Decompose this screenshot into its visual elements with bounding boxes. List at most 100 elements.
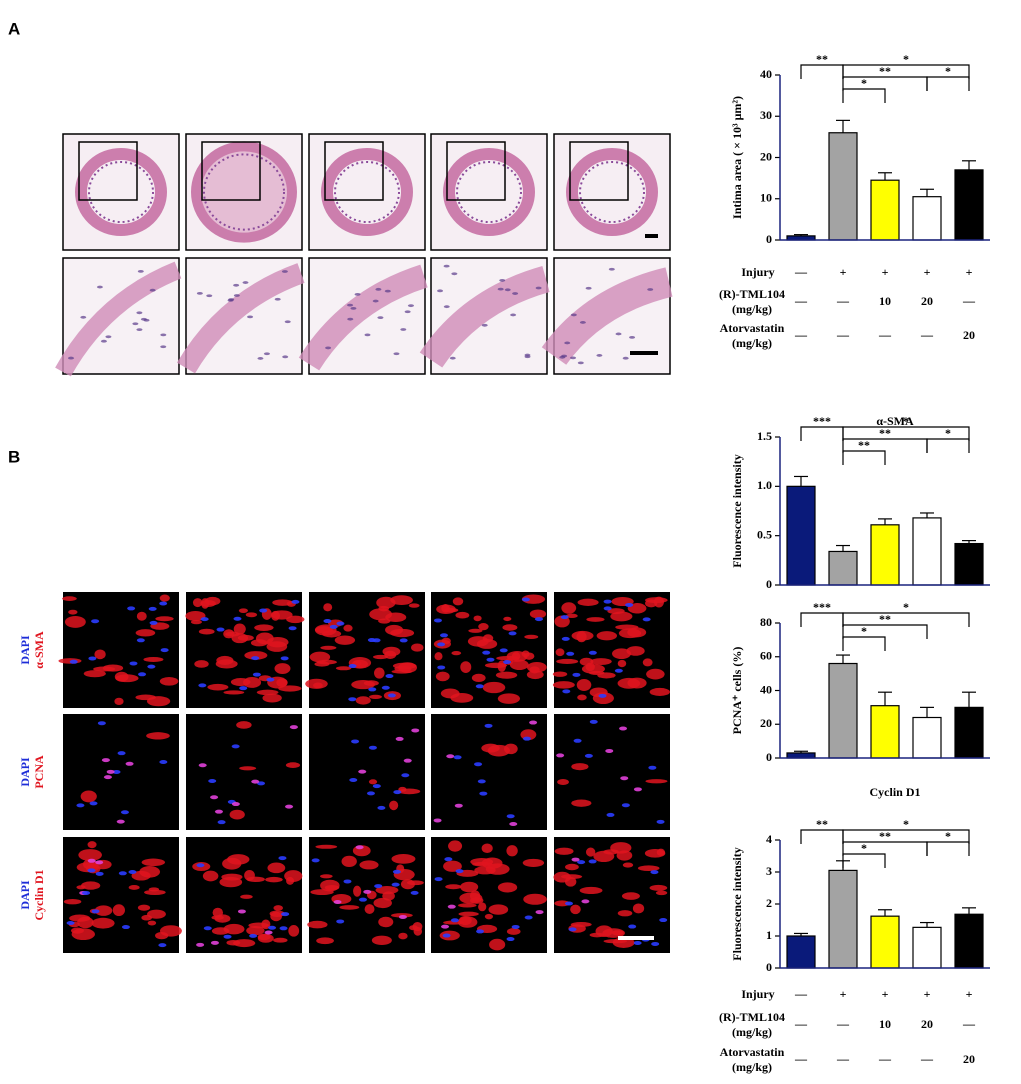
- significance-label: **: [816, 52, 828, 66]
- significance-bracket: [926, 841, 970, 856]
- treatment-label: (R)-TML104: [719, 287, 785, 301]
- nucleus: [391, 882, 400, 887]
- zoom-box: [78, 141, 138, 201]
- red-signal: [245, 612, 258, 618]
- nucleus: [377, 805, 386, 810]
- vessel-wall-inner: [456, 161, 522, 223]
- nucleus: [615, 332, 622, 336]
- bar: [870, 524, 900, 586]
- nucleus: [358, 769, 367, 774]
- nucleus: [242, 281, 249, 284]
- significance-label: **: [858, 438, 870, 452]
- red-signal: [398, 932, 408, 940]
- nucleus: [97, 721, 106, 726]
- treatment-label: (mg/kg): [732, 336, 772, 350]
- red-signal: [378, 916, 394, 928]
- nucleus: [474, 762, 483, 767]
- y-axis-label: Fluorescence intensity: [730, 454, 744, 567]
- red-signal: [262, 693, 282, 703]
- red-signal: [627, 677, 647, 689]
- row-label-stain: PCNA: [32, 755, 46, 789]
- y-tick-label: 20: [760, 149, 772, 163]
- nucleus: [350, 306, 357, 310]
- red-signal: [484, 913, 493, 920]
- treatment-cell: —: [794, 265, 808, 279]
- y-tick-label: 3: [766, 864, 772, 878]
- treatment-cell: —: [794, 1017, 808, 1031]
- red-signal: [458, 911, 479, 917]
- significance-label: **: [816, 817, 828, 831]
- significance-bracket: [926, 438, 970, 453]
- red-signal: [248, 922, 269, 929]
- nucleus: [239, 686, 248, 691]
- nucleus: [565, 901, 574, 906]
- nucleus: [132, 322, 139, 326]
- nucleus: [619, 726, 628, 731]
- nucleus: [475, 684, 484, 689]
- treatment-cell: —: [878, 1052, 892, 1066]
- red-signal: [159, 594, 170, 602]
- nucleus: [112, 769, 121, 774]
- red-signal: [144, 889, 166, 896]
- red-signal: [645, 779, 668, 784]
- nucleus: [556, 753, 565, 758]
- nucleus: [136, 638, 145, 643]
- treatment-cell: —: [878, 328, 892, 342]
- nucleus: [387, 693, 396, 698]
- significance-bracket: [842, 426, 970, 441]
- nucleus: [510, 313, 517, 317]
- nucleus: [233, 294, 240, 297]
- red-signal: [371, 935, 392, 946]
- red-signal: [240, 894, 253, 899]
- red-signal: [571, 630, 594, 641]
- red-signal: [596, 631, 618, 641]
- red-signal: [390, 595, 413, 606]
- nucleus: [560, 615, 569, 620]
- red-signal: [593, 850, 615, 863]
- treatment-label: (mg/kg): [732, 302, 772, 316]
- nucleus: [573, 738, 582, 743]
- bar: [954, 706, 984, 759]
- nucleus: [633, 787, 642, 792]
- red-signal: [80, 790, 97, 803]
- red-signal: [565, 613, 578, 619]
- red-signal: [571, 799, 592, 807]
- nucleus: [506, 937, 515, 942]
- nucleus: [343, 879, 352, 884]
- nucleus: [116, 819, 125, 824]
- nucleus: [521, 597, 530, 602]
- significance-label: *: [903, 52, 909, 66]
- nucleus: [499, 279, 506, 282]
- nucleus: [257, 781, 266, 786]
- vessel-wall: [321, 148, 413, 236]
- nucleus: [117, 751, 126, 756]
- y-tick-label: 30: [760, 108, 772, 122]
- nucleus: [395, 736, 404, 741]
- nucleus: [377, 316, 384, 320]
- y-tick-label: 0: [766, 750, 772, 764]
- nucleus: [252, 672, 261, 677]
- row-label-stain: α-SMA: [32, 631, 46, 669]
- red-signal: [441, 604, 450, 613]
- nucleus: [363, 889, 372, 894]
- significance-bracket: [842, 88, 886, 103]
- nucleus: [91, 909, 100, 914]
- nucleus: [441, 924, 450, 929]
- nucleus: [648, 765, 657, 770]
- red-signal: [478, 902, 487, 912]
- red-signal: [320, 874, 333, 879]
- red-signal: [112, 904, 125, 917]
- red-signal: [471, 673, 486, 683]
- panel-label: A: [8, 19, 20, 38]
- red-signal: [305, 678, 328, 689]
- red-signal: [375, 886, 399, 895]
- nucleus: [136, 328, 143, 331]
- nucleus: [605, 748, 614, 753]
- nucleus: [476, 929, 485, 934]
- red-signal: [192, 598, 203, 608]
- nucleus: [562, 689, 571, 694]
- red-signal: [571, 763, 589, 771]
- nucleus: [274, 297, 281, 301]
- red-signal: [398, 662, 418, 673]
